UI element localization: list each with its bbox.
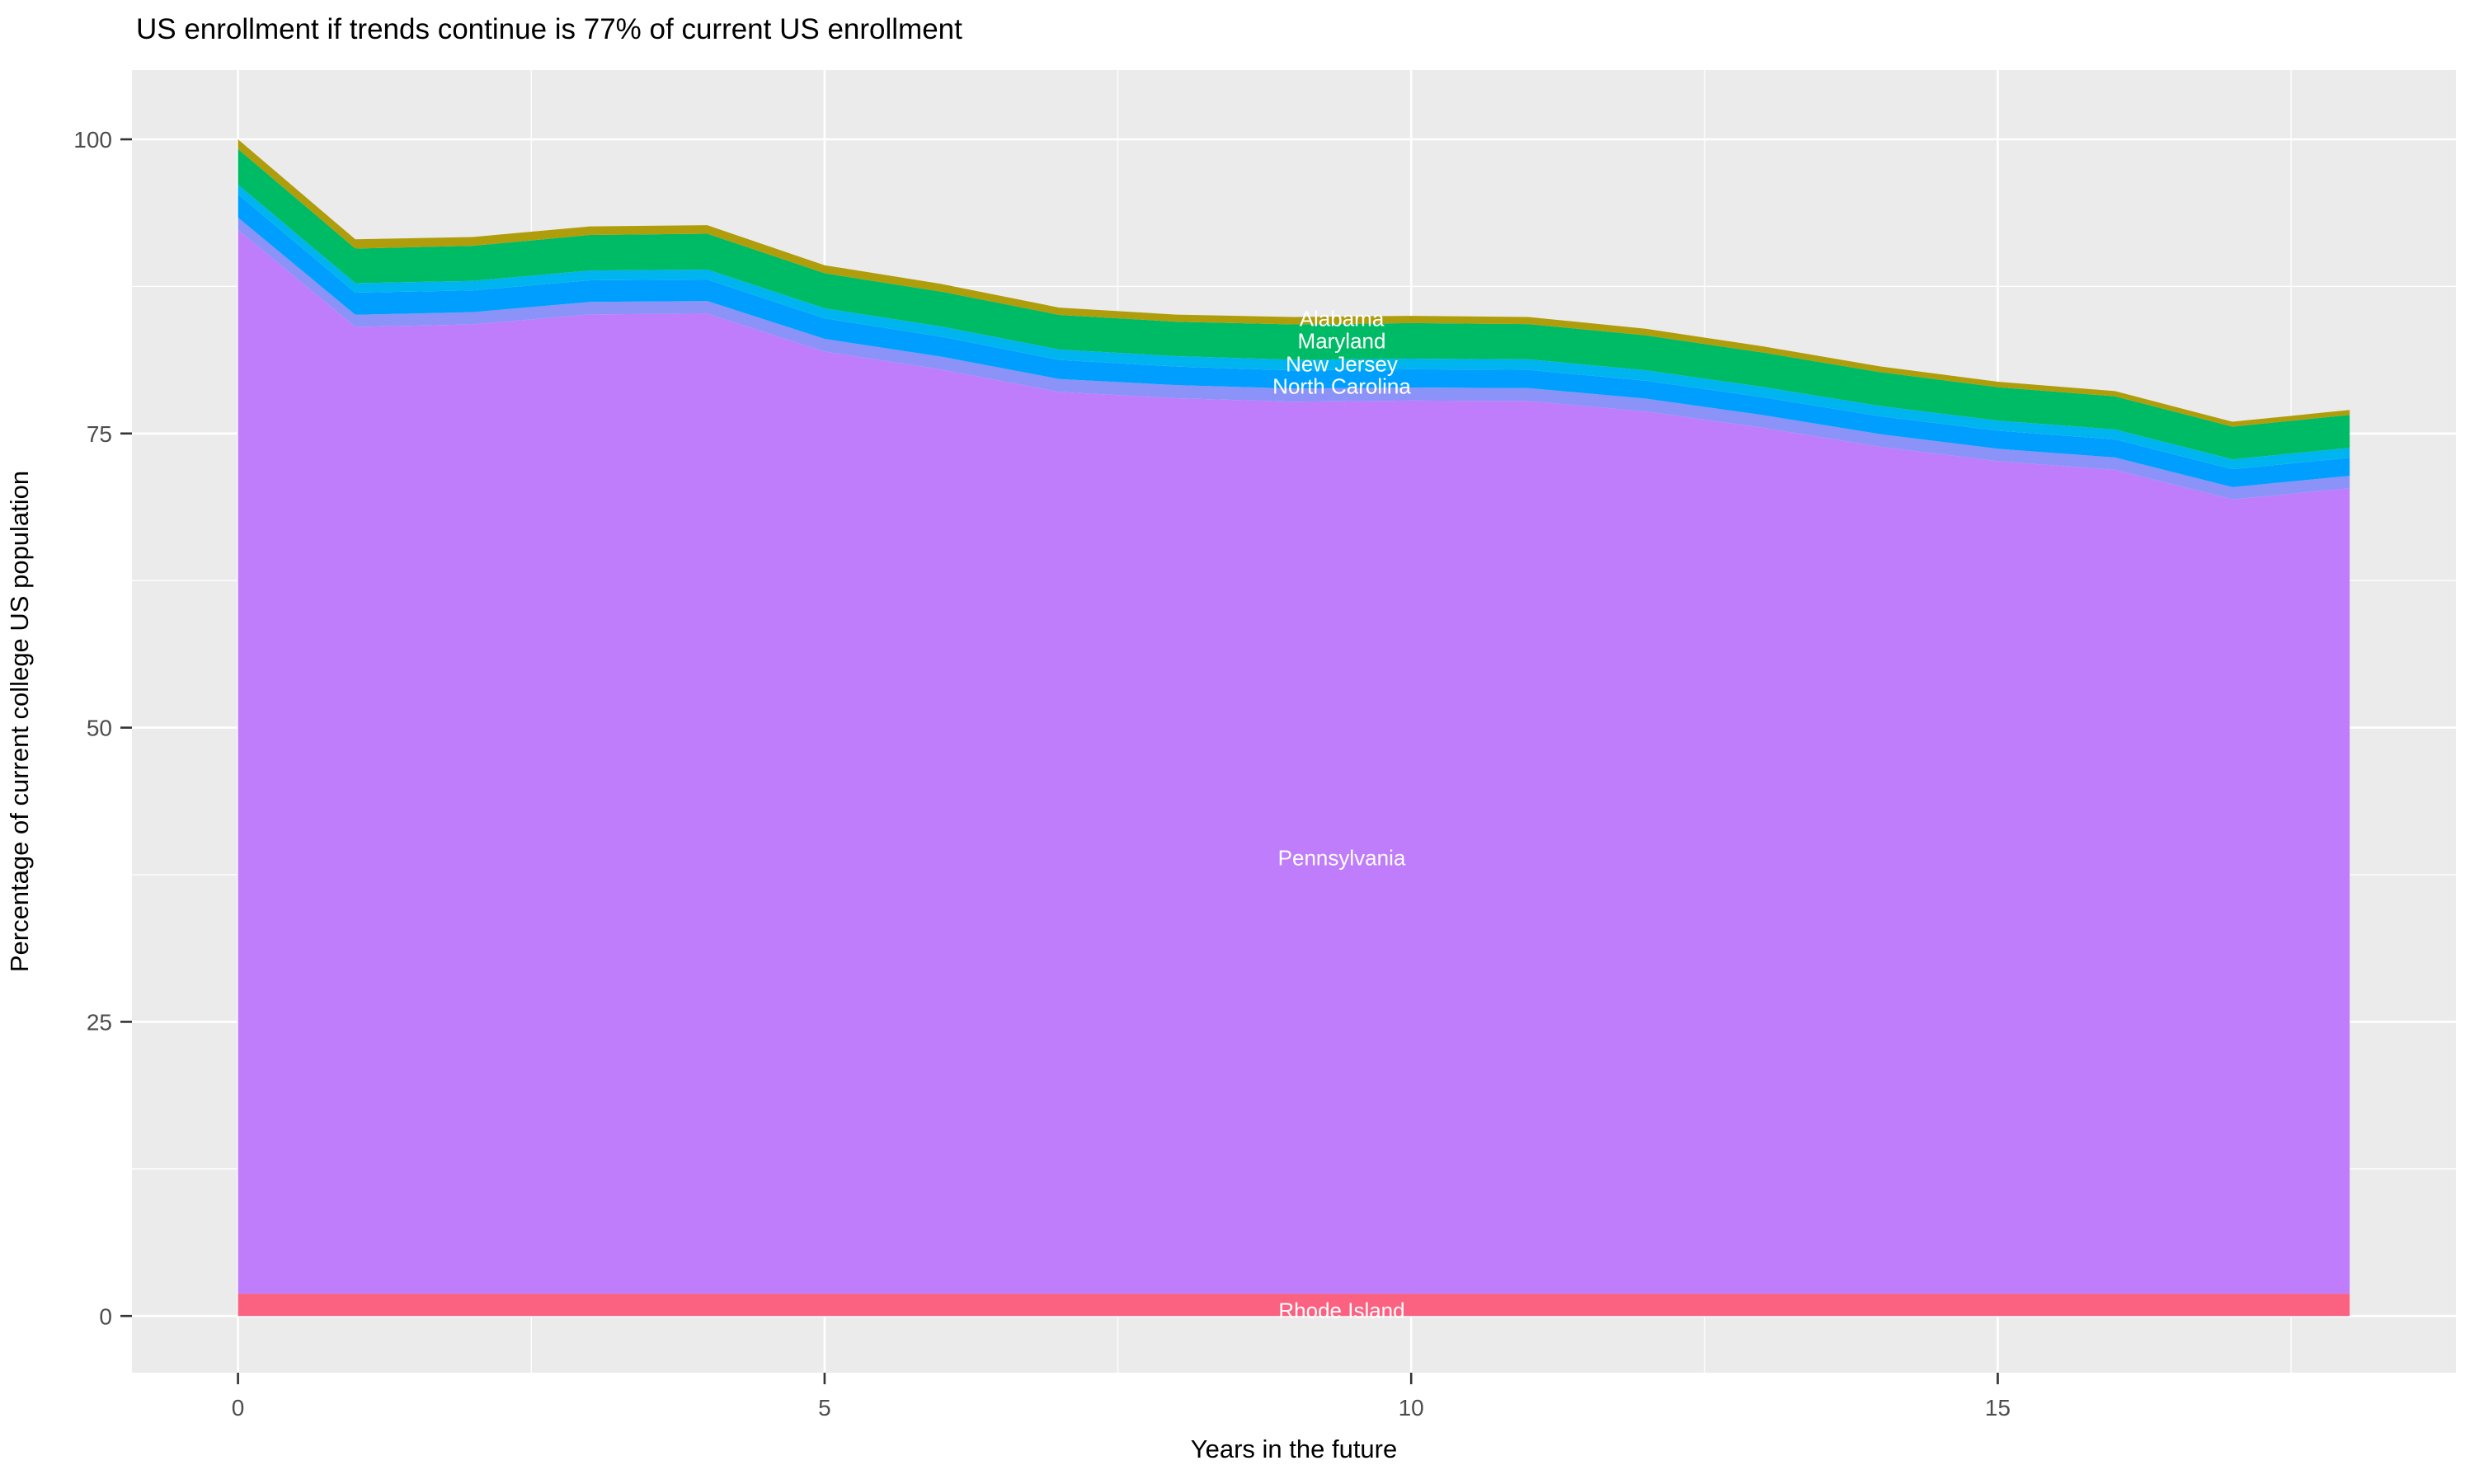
x-axis-title: Years in the future: [1191, 1435, 1397, 1463]
y-tick-label: 25: [87, 1009, 112, 1035]
area-label: Rhode Island: [1278, 1298, 1404, 1322]
area-rhode-island: [238, 1294, 2350, 1317]
y-axis-title: Percentage of current college US populat…: [5, 471, 34, 972]
axis-ticks: 0 5 10 15 0 25 50 75 100: [73, 127, 2011, 1421]
area-label: New Jersey: [1286, 351, 1398, 376]
area-maryland: [238, 148, 2350, 460]
area-north-carolina: [238, 194, 2350, 487]
x-tick-label: 10: [1399, 1395, 1424, 1421]
y-tick-label: 75: [87, 421, 112, 447]
area-label: North Carolina: [1272, 373, 1411, 398]
x-tick-label: 5: [818, 1395, 831, 1421]
stacked-areas: [238, 139, 2350, 1317]
y-tick-label: 100: [73, 127, 112, 153]
chart-title: US enrollment if trends continue is 77% …: [136, 13, 962, 45]
area-band-2: [238, 217, 2350, 500]
area-label: Alabama: [1300, 306, 1385, 331]
x-tick-label: 15: [1985, 1395, 2011, 1421]
area-pennsylvania: [238, 229, 2350, 1294]
area-label: Pennsylvania: [1278, 845, 1406, 870]
area-alabama: [238, 139, 2350, 427]
area-label: Maryland: [1298, 328, 1386, 353]
area-new-jersey: [238, 184, 2350, 470]
y-tick-label: 0: [99, 1303, 112, 1329]
x-tick-label: 0: [232, 1395, 245, 1421]
y-tick-label: 50: [87, 716, 112, 741]
